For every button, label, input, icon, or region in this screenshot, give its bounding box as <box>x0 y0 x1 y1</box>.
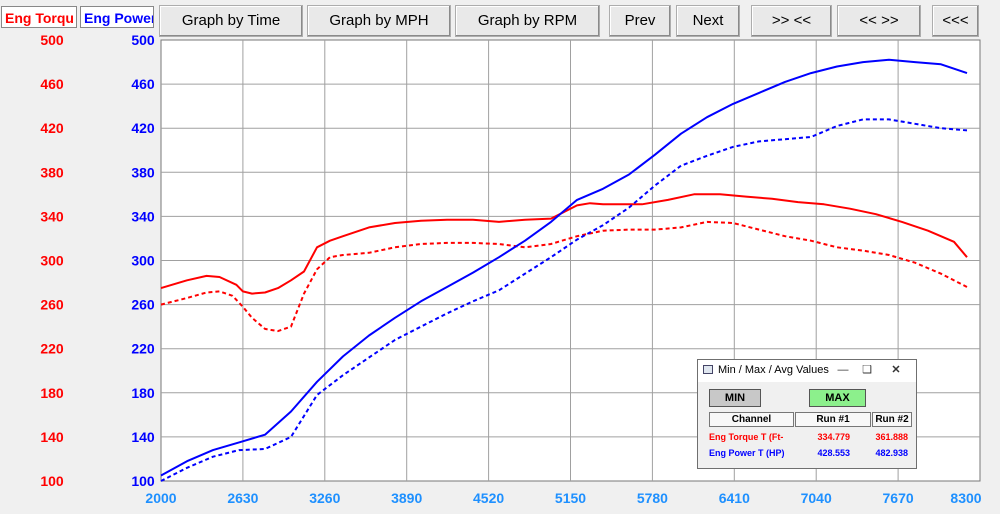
minimize-icon[interactable]: — <box>837 364 849 376</box>
right-tick-label: 420 <box>131 120 155 136</box>
graph-by-rpm-button[interactable]: Graph by RPM <box>455 5 600 37</box>
graph-by-mph-button[interactable]: Graph by MPH <box>307 5 451 37</box>
min-button[interactable]: MIN <box>709 389 761 407</box>
prev-button[interactable]: Prev <box>609 5 671 37</box>
next-button[interactable]: Next <box>676 5 740 37</box>
right-axis-ticks: 100 140 180 220 260 300 340 380 420 460 500 <box>131 32 155 489</box>
chart-series <box>160 58 968 482</box>
graph-by-time-button[interactable]: Graph by Time <box>159 5 303 37</box>
left-tick-label: 500 <box>40 32 64 48</box>
left-tick-label: 340 <box>40 208 64 224</box>
close-icon[interactable]: ✕ <box>891 364 901 376</box>
left-tick-label: 220 <box>40 341 64 357</box>
minmax-window[interactable]: Min / Max / Avg Values — ❑ ✕ MIN MAX Cha… <box>697 359 917 469</box>
series-line-0 <box>160 193 968 295</box>
x-tick-label: 5780 <box>637 490 668 506</box>
x-tick-label: 7040 <box>801 490 832 506</box>
x-axis-ticks: 2000 2630 3260 3890 4520 5150 5780 6410 7040 7670… <box>145 490 981 506</box>
x-tick-label: 3260 <box>309 490 340 506</box>
x-tick-label: 2630 <box>227 490 258 506</box>
minmax-title: Min / Max / Avg Values <box>718 364 829 376</box>
right-tick-label: 500 <box>131 32 155 48</box>
right-tick-label: 340 <box>131 208 155 224</box>
zoom-in-button[interactable]: >> << <box>751 5 832 37</box>
restore-icon[interactable]: ❑ <box>862 364 872 376</box>
left-axis-ticks: 100 140 180 220 260 300 340 380 420 460 500 <box>40 32 64 489</box>
right-tick-label: 380 <box>131 164 155 180</box>
series-line-1 <box>160 220 968 333</box>
x-tick-label: 4520 <box>473 490 504 506</box>
channel-tab-torque[interactable]: Eng Torqu <box>1 6 77 28</box>
x-tick-label: 8300 <box>950 490 981 506</box>
max-button[interactable]: MAX <box>809 389 866 407</box>
right-tick-label: 100 <box>131 473 155 489</box>
x-tick-label: 7670 <box>883 490 914 506</box>
series-line-3 <box>160 118 968 482</box>
col-header-run2: Run #2 <box>872 412 912 427</box>
zoom-out-button[interactable]: << >> <box>837 5 921 37</box>
left-tick-label: 380 <box>40 164 64 180</box>
minmax-cell-run1: 428.553 <box>817 448 850 458</box>
x-tick-label: 6410 <box>719 490 750 506</box>
channel-tab-power[interactable]: Eng Power <box>80 6 154 28</box>
left-tick-label: 420 <box>40 120 64 136</box>
minmax-titlebar[interactable]: Min / Max / Avg Values — ❑ ✕ <box>698 360 916 382</box>
right-tick-label: 300 <box>131 253 155 269</box>
series-line-2 <box>160 58 968 477</box>
right-tick-label: 220 <box>131 341 155 357</box>
minmax-cell-channel: Eng Torque T (Ft- <box>709 432 784 442</box>
minmax-cell-run2: 482.938 <box>875 448 908 458</box>
right-tick-label: 180 <box>131 385 155 401</box>
minmax-cell-run1: 334.779 <box>817 432 850 442</box>
minmax-cell-run2: 361.888 <box>875 432 908 442</box>
left-tick-label: 260 <box>40 297 64 313</box>
left-tick-label: 140 <box>40 429 64 445</box>
col-header-channel: Channel <box>709 412 794 427</box>
right-tick-label: 460 <box>131 76 155 92</box>
left-tick-label: 100 <box>40 473 64 489</box>
right-tick-label: 260 <box>131 297 155 313</box>
back-button[interactable]: <<< <box>932 5 979 37</box>
left-tick-label: 460 <box>40 76 64 92</box>
minmax-cell-channel: Eng Power T (HP) <box>709 448 785 458</box>
left-tick-label: 180 <box>40 385 64 401</box>
x-tick-label: 3890 <box>391 490 422 506</box>
window-icon <box>703 365 713 374</box>
right-tick-label: 140 <box>131 429 155 445</box>
col-header-run1: Run #1 <box>795 412 871 427</box>
x-tick-label: 5150 <box>555 490 586 506</box>
x-tick-label: 2000 <box>145 490 176 506</box>
left-tick-label: 300 <box>40 253 64 269</box>
